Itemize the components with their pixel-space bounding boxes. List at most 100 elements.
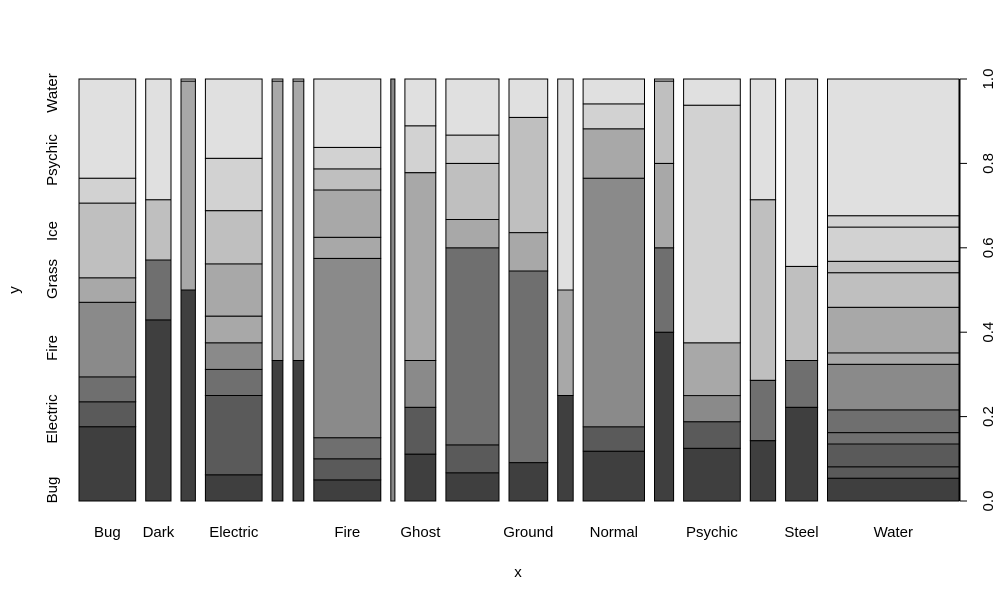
- mosaic-tile: [683, 104, 741, 344]
- left-axis-label: Bug: [44, 477, 61, 504]
- mosaic-tile: [313, 78, 382, 148]
- right-axis-tick-label: 0.6: [980, 237, 997, 258]
- mosaic-tile: [180, 289, 196, 502]
- mosaic-tile: [749, 78, 777, 201]
- mosaic-tile: [445, 134, 500, 164]
- mosaic-tile: [827, 363, 960, 411]
- mosaic-tile: [292, 80, 305, 361]
- mosaic-tile: [145, 259, 172, 321]
- mosaic-tile: [827, 260, 960, 274]
- mosaic-tile: [683, 447, 741, 502]
- mosaic-tile: [508, 270, 549, 464]
- mosaic-tile: [654, 80, 675, 164]
- mosaic-tile: [78, 177, 137, 204]
- mosaic-tile: [785, 406, 819, 502]
- mosaic-tile: [204, 78, 263, 159]
- mosaic-tile: [445, 472, 500, 502]
- mosaic-tile: [827, 215, 960, 228]
- mosaic-tile: [654, 78, 675, 82]
- mosaic-tile: [445, 219, 500, 249]
- mosaic-tile: [78, 301, 137, 378]
- mosaic-tile: [749, 440, 777, 502]
- x-tick-label: Bug: [94, 524, 121, 541]
- mosaic-tile: [785, 360, 819, 408]
- mosaic-tile: [827, 78, 960, 217]
- mosaic-tile: [204, 157, 263, 212]
- left-axis-label: Electric: [44, 394, 61, 444]
- mosaic-tile: [445, 247, 500, 446]
- mosaic-tile: [785, 78, 819, 267]
- mosaic-tile: [180, 78, 196, 82]
- mosaic-tile: [683, 78, 741, 106]
- mosaic-tile: [313, 189, 382, 238]
- mosaic-tile: [271, 80, 284, 361]
- mosaic-tile: [78, 202, 137, 279]
- mosaic-tile: [827, 466, 960, 479]
- x-tick-label: Steel: [784, 524, 818, 541]
- mosaic-tile: [313, 479, 382, 502]
- mosaic-tile: [582, 450, 645, 502]
- mosaic-tile: [313, 257, 382, 439]
- right-axis-tick-label: 0.0: [980, 491, 997, 512]
- mosaic-tile: [827, 352, 960, 365]
- x-tick-label: Ghost: [400, 524, 441, 541]
- x-axis-title: x: [514, 564, 522, 581]
- mosaic-tile: [313, 437, 382, 460]
- mosaic-tile: [271, 78, 284, 82]
- mosaic-tile: [749, 379, 777, 442]
- mosaic-tile: [78, 277, 137, 303]
- mosaic-tiles: [78, 78, 960, 502]
- mosaic-tile: [78, 426, 137, 502]
- mosaic-tile: [271, 360, 284, 502]
- x-tick-label: Fire: [334, 524, 360, 541]
- mosaic-tile: [654, 331, 675, 502]
- mosaic-tile: [404, 172, 437, 361]
- mosaic-tile: [827, 409, 960, 434]
- mosaic-tile: [78, 376, 137, 403]
- mosaic-tile: [404, 453, 437, 502]
- mosaic-tile: [557, 78, 574, 291]
- mosaic-tile: [404, 78, 437, 127]
- mosaic-tile: [827, 443, 960, 468]
- y-axis-title: y: [6, 286, 23, 294]
- mosaic-tile: [78, 401, 137, 428]
- mosaic-tile: [582, 78, 645, 105]
- left-axis-label: Fire: [44, 335, 61, 361]
- mosaic-tile: [204, 342, 263, 370]
- mosaic-tile: [390, 78, 396, 502]
- mosaic-tile: [654, 162, 675, 249]
- mosaic-tile: [582, 128, 645, 179]
- mosaic-tile: [445, 162, 500, 220]
- mosaic-tile: [508, 116, 549, 234]
- mosaic-tile: [313, 168, 382, 191]
- mosaic-tile: [145, 199, 172, 261]
- mosaic-tile: [404, 125, 437, 174]
- mosaic-tile: [404, 360, 437, 408]
- mosaic-tile: [180, 80, 196, 291]
- mosaic-tile: [313, 236, 382, 259]
- mosaic-tile: [292, 78, 305, 82]
- right-axis-tick-label: 1.0: [980, 69, 997, 90]
- mosaic-tile: [683, 342, 741, 397]
- left-axis-label: Psychic: [44, 134, 61, 186]
- left-axis-label: Water: [44, 73, 61, 112]
- mosaic-tile: [683, 395, 741, 423]
- mosaic-tile: [508, 462, 549, 502]
- mosaic-tile: [204, 263, 263, 317]
- mosaic-tile: [313, 146, 382, 170]
- left-axis-label: Ice: [44, 221, 61, 241]
- x-tick-label: Water: [874, 524, 913, 541]
- left-axis-label: Grass: [44, 259, 61, 299]
- mosaic-tile: [582, 177, 645, 428]
- mosaic-tile: [313, 458, 382, 481]
- mosaic-tile: [582, 426, 645, 452]
- mosaic-tile: [145, 319, 172, 502]
- right-axis-tick-label: 0.4: [980, 322, 997, 343]
- mosaic-tile: [582, 103, 645, 130]
- x-tick-label: Psychic: [686, 524, 738, 541]
- mosaic-tile: [445, 444, 500, 474]
- x-tick-label: Normal: [590, 524, 638, 541]
- mosaic-tile: [683, 421, 741, 449]
- mosaic-tile: [204, 395, 263, 476]
